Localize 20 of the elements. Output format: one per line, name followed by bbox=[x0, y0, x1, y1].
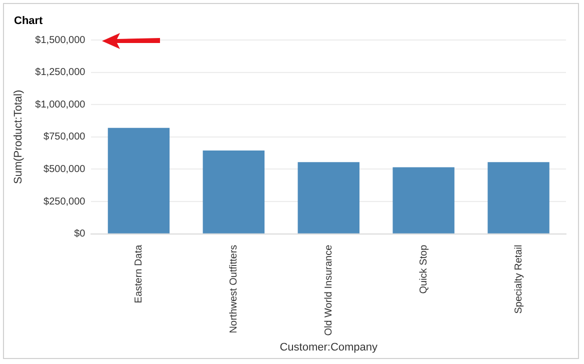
y-tick-label: $1,250,000 bbox=[35, 67, 86, 78]
y-tick-label: $750,000 bbox=[44, 132, 86, 143]
chart-title: Chart bbox=[14, 15, 43, 27]
y-tick-label: $1,000,000 bbox=[35, 99, 86, 110]
x-axis-title: Customer:Company bbox=[280, 341, 378, 354]
x-tick-label: Specialty Retail bbox=[513, 244, 524, 314]
x-tick-label: Eastern Data bbox=[133, 244, 144, 304]
bar bbox=[488, 162, 550, 234]
bar bbox=[202, 150, 265, 234]
y-tick-label: $500,000 bbox=[44, 164, 86, 175]
y-tick-label: $250,000 bbox=[44, 196, 86, 208]
x-tick-label: Northwest Outfitters bbox=[228, 244, 240, 334]
y-tick-label: $0 bbox=[74, 228, 86, 240]
x-tick-label: Quick Stop bbox=[418, 244, 430, 294]
bar bbox=[298, 162, 360, 234]
x-tick-label: Old World Insurance bbox=[323, 244, 334, 336]
bar bbox=[108, 128, 170, 234]
y-axis-title: Sum(Product:Total) bbox=[12, 90, 25, 184]
bar bbox=[392, 167, 454, 234]
y-tick-label: $1,500,000 bbox=[35, 34, 86, 46]
